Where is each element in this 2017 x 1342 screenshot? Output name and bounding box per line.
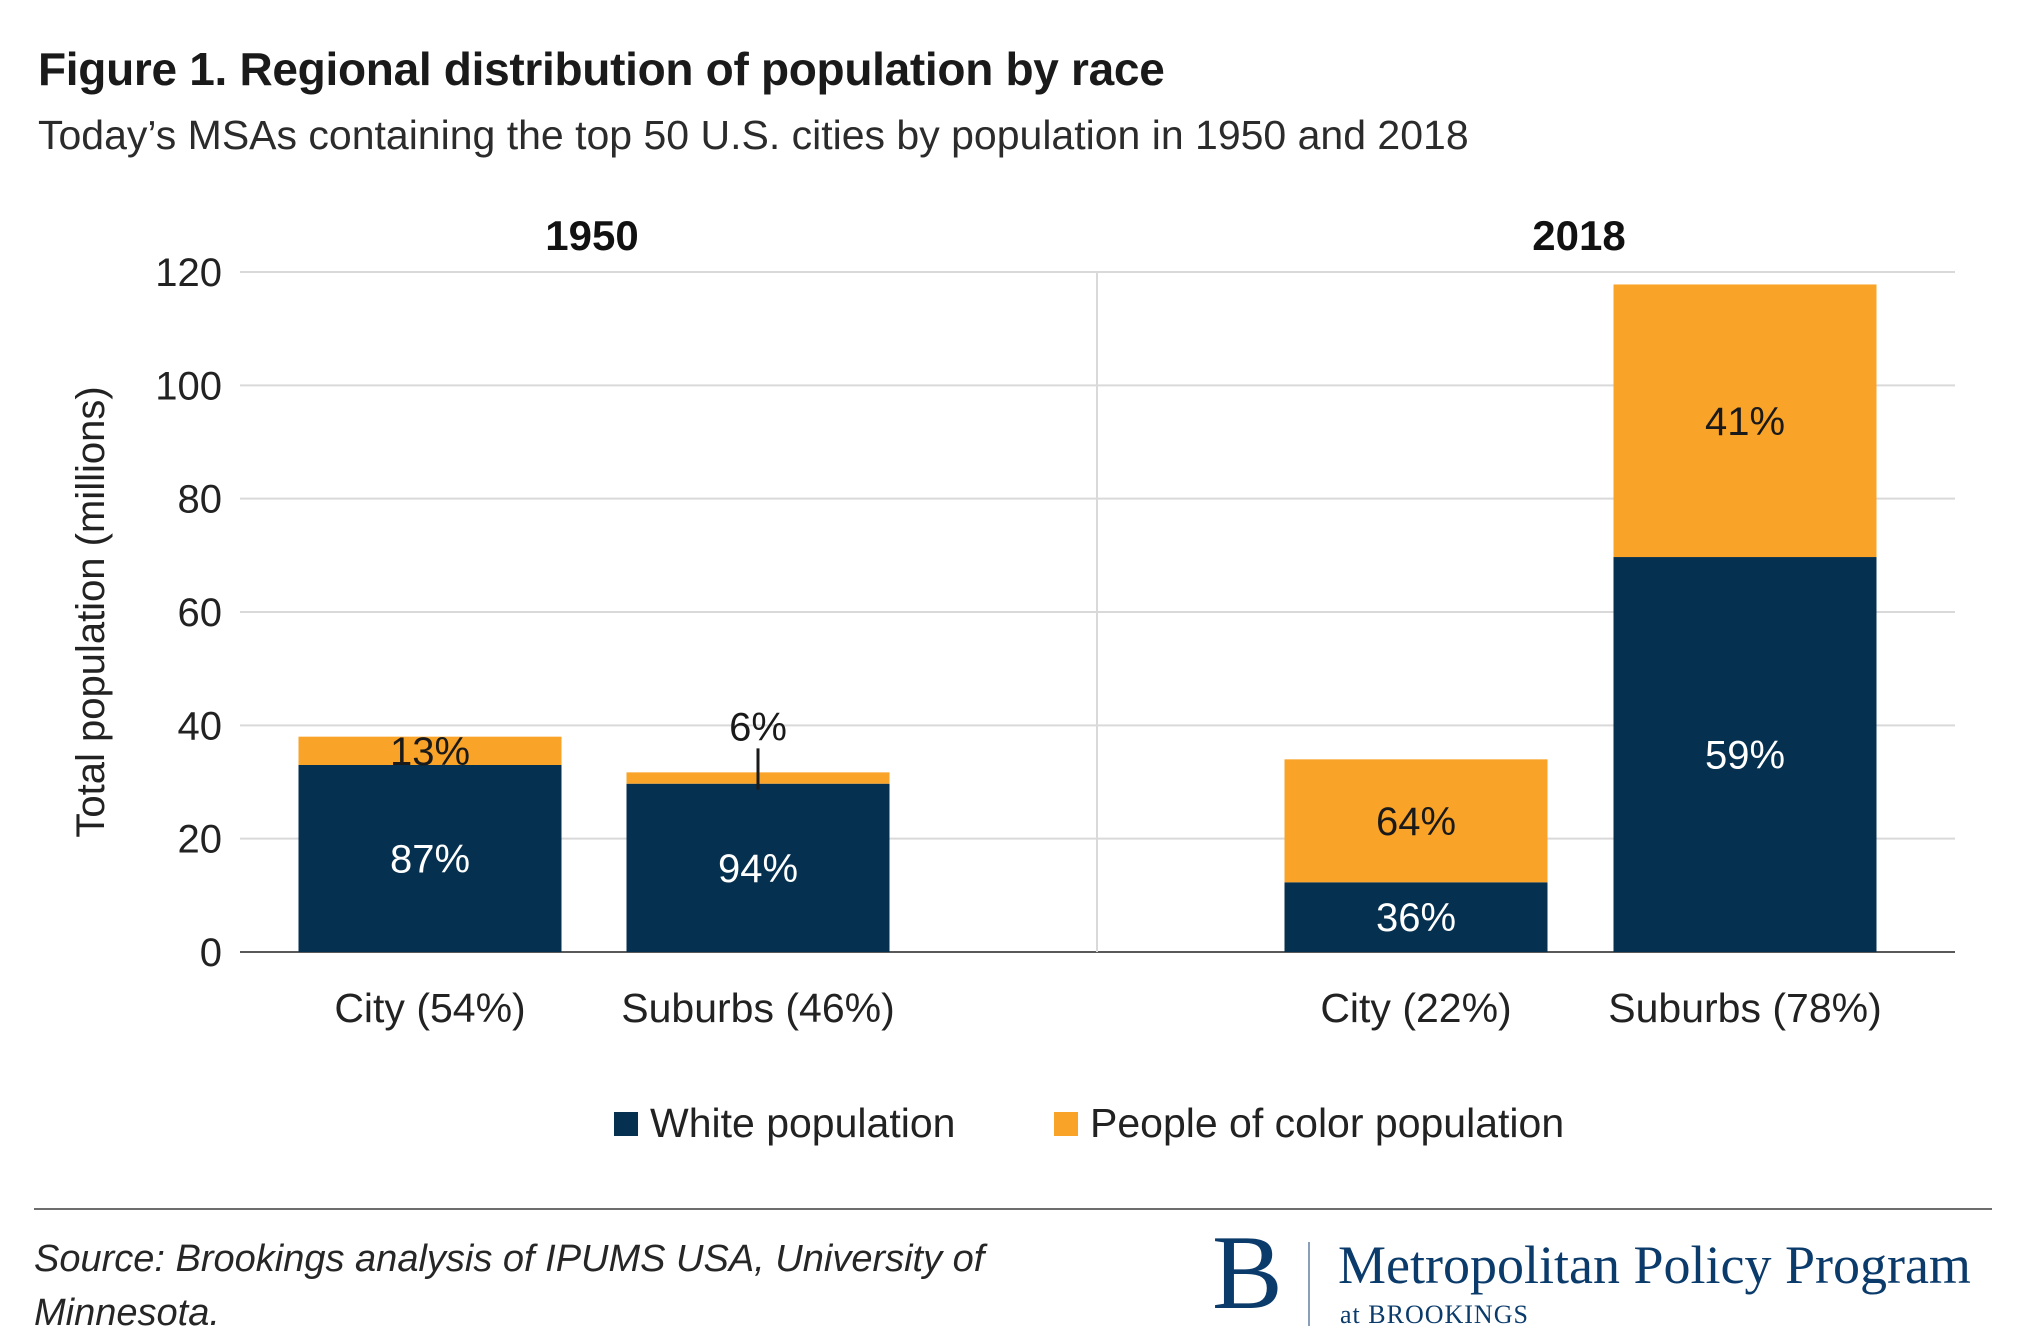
chart-subtitle: Today’s MSAs containing the top 50 U.S. … — [38, 112, 1469, 158]
y-tick-label: 60 — [178, 591, 223, 635]
data-label: 41% — [1705, 400, 1785, 444]
bar-segment-white — [1284, 882, 1548, 952]
legend-label: People of color population — [1090, 1100, 1564, 1146]
source-note: Source: Brookings analysis of IPUMS USA,… — [34, 1238, 985, 1334]
y-tick-label: 20 — [178, 818, 223, 862]
bar-segment-white — [626, 783, 890, 952]
data-label: 13% — [390, 730, 470, 774]
panel-label: 2018 — [1532, 212, 1625, 259]
data-label: 59% — [1705, 734, 1785, 778]
data-label: 64% — [1376, 800, 1456, 844]
logo-institution: at BROOKINGS — [1340, 1300, 1529, 1329]
bar-segment-people-of-color — [298, 736, 562, 765]
footer-divider — [34, 1208, 1992, 1210]
bar-segment-people-of-color — [1284, 759, 1548, 883]
brookings-b-logo-mark: B — [1212, 1214, 1283, 1331]
chart-title: Figure 1. Regional distribution of popul… — [38, 43, 1165, 95]
y-tick-label: 80 — [178, 478, 223, 522]
x-tick-label: City (22%) — [1320, 985, 1511, 1031]
data-label: 94% — [718, 847, 798, 891]
bar-segment-white — [298, 765, 562, 952]
x-tick-label: City (54%) — [334, 985, 525, 1031]
y-tick-label: 40 — [178, 704, 223, 748]
y-tick-label: 120 — [155, 251, 222, 295]
data-label: 87% — [390, 838, 470, 882]
y-axis-label: Total population (millions) — [69, 386, 113, 837]
bar-segment-people-of-color — [1613, 284, 1877, 558]
stacked-bar-chart: 0 20 40 60 80 100 120 Total population (million… — [69, 212, 1955, 1146]
data-label: 6% — [729, 705, 787, 749]
x-tick-label: Suburbs (46%) — [621, 985, 894, 1031]
data-label: 36% — [1376, 896, 1456, 940]
bar-segment-white — [1613, 557, 1877, 952]
y-tick-label: 0 — [200, 931, 222, 975]
logo-program-name: Metropolitan Policy Program — [1338, 1235, 1971, 1295]
x-tick-label: Suburbs (78%) — [1608, 985, 1881, 1031]
y-tick-label: 100 — [155, 364, 222, 408]
panel-label: 1950 — [545, 212, 638, 259]
legend-swatch — [614, 1112, 638, 1136]
legend-label: White population — [650, 1100, 955, 1146]
legend-swatch — [1054, 1112, 1078, 1136]
logo-divider — [1308, 1242, 1310, 1326]
